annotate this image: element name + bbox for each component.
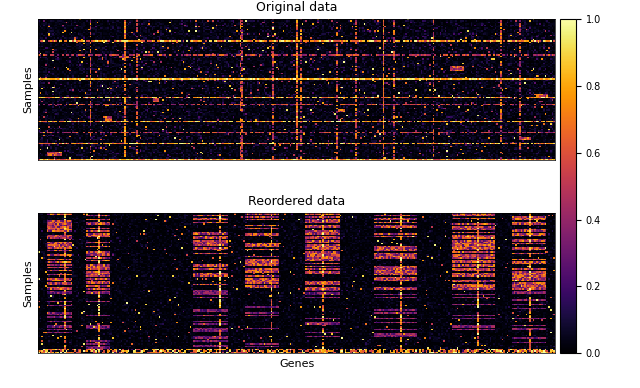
Title: Reordered data: Reordered data [248,194,346,208]
Y-axis label: Samples: Samples [23,259,33,307]
Y-axis label: Samples: Samples [23,66,33,113]
Title: Original data: Original data [256,1,337,14]
X-axis label: Genes: Genes [279,359,314,369]
